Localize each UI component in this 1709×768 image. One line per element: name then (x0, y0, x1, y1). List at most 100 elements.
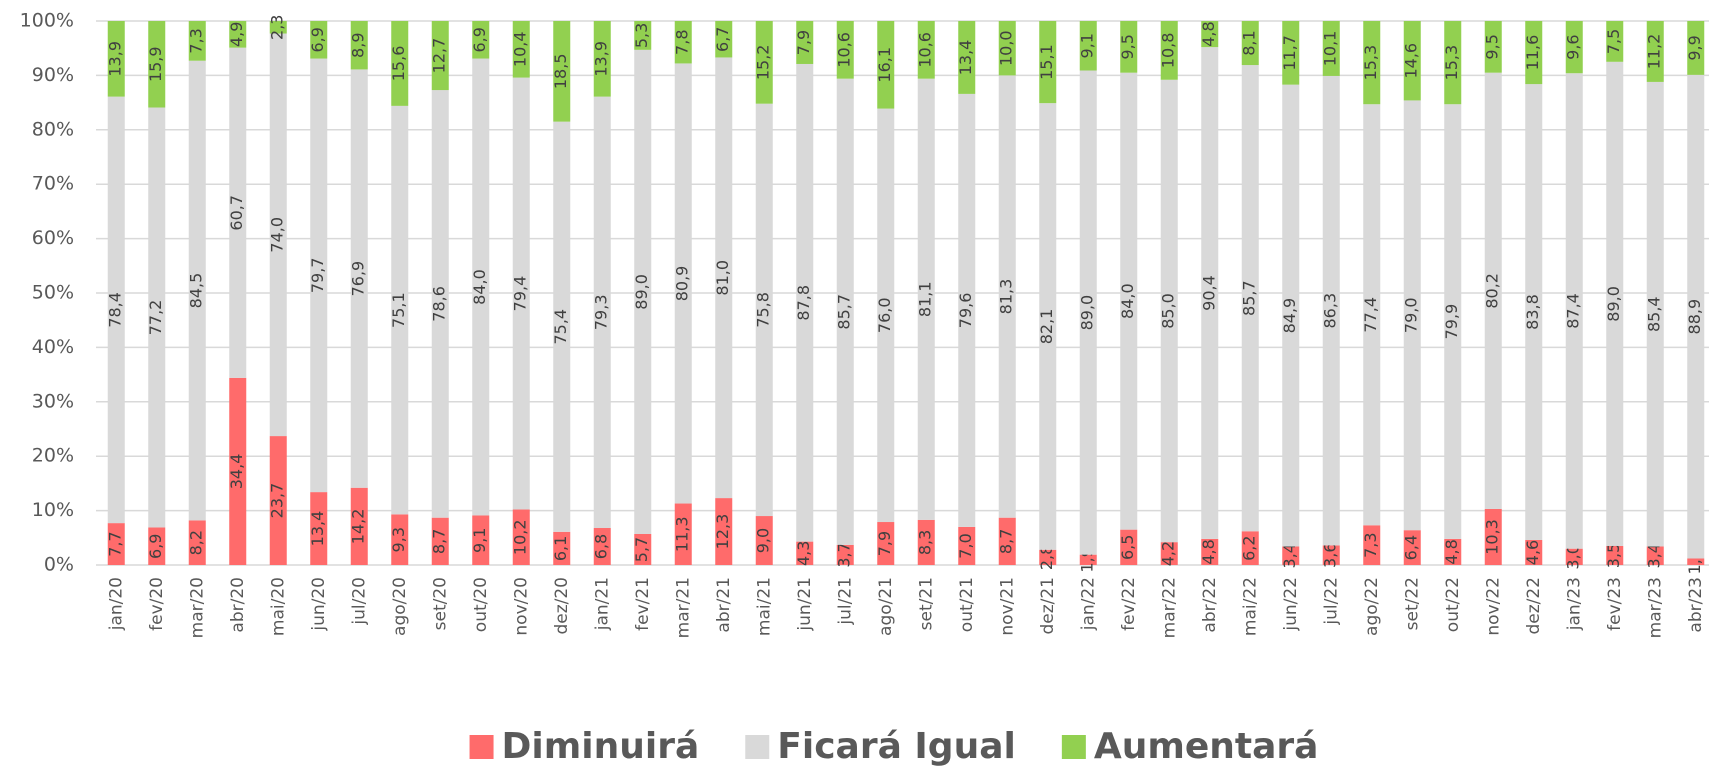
bar-segment (715, 57, 733, 499)
x-tick-label: mar/23 (1645, 577, 1665, 638)
x-tick-label: jun/21 (795, 577, 815, 632)
x-tick-label: dez/21 (1038, 577, 1058, 635)
bar-segment (1079, 21, 1097, 71)
value-label: 13,4 (308, 511, 327, 547)
value-label: 83,8 (1523, 294, 1542, 330)
bar-segment (998, 21, 1016, 76)
bar-segment (1606, 545, 1624, 565)
bar-segment (472, 21, 490, 59)
bar-segment (472, 515, 490, 565)
bar-segment (836, 21, 854, 79)
value-label: 89,0 (1078, 295, 1097, 331)
value-label: 7,9 (875, 531, 894, 556)
value-label: 9,5 (1483, 34, 1502, 59)
x-tick-label: fev/23 (1605, 577, 1625, 631)
legend-label: Ficará Igual (777, 726, 1016, 767)
value-label: 8,7 (997, 529, 1016, 554)
bar-segment (1201, 21, 1219, 48)
value-label: 79,3 (592, 294, 611, 330)
value-label: 16,1 (875, 47, 894, 83)
value-label: 13,9 (106, 41, 125, 77)
bar-segment (1079, 70, 1097, 555)
x-tick-label: jul/22 (1321, 577, 1341, 626)
bar-segment (1606, 21, 1624, 62)
bar-segment (1241, 21, 1259, 66)
bar-segment (593, 21, 611, 97)
x-tick-label: mai/21 (754, 577, 774, 636)
x-tick-label: abr/23 (1686, 577, 1706, 633)
value-label: 7,3 (1361, 532, 1380, 557)
value-label: 10,2 (511, 519, 530, 555)
value-label: 9,5 (1118, 34, 1137, 59)
value-label: 8,3 (916, 530, 935, 555)
x-tick-label: jan/23 (1564, 577, 1584, 631)
value-label: 10,3 (1483, 519, 1502, 555)
value-label: 15,9 (146, 46, 165, 82)
bar-segment (431, 90, 449, 518)
legend-marker (1061, 735, 1086, 759)
bar-segment (107, 96, 125, 524)
value-label: 4,6 (1523, 540, 1542, 565)
x-tick-label: dez/22 (1524, 577, 1544, 635)
x-tick-label: mar/20 (187, 577, 207, 638)
bar-segment (1039, 549, 1057, 565)
value-label: 75,4 (551, 309, 570, 345)
bar-segment (674, 21, 692, 64)
value-label: 9,1 (470, 528, 489, 553)
value-label: 4,8 (1442, 539, 1461, 564)
value-label: 13,9 (592, 41, 611, 77)
bar-segment (350, 487, 368, 565)
bar-segment (310, 58, 328, 493)
bar-segment (1403, 100, 1421, 531)
value-label: 4,9 (227, 22, 246, 47)
value-label: 80,9 (673, 266, 692, 302)
value-label: 85,0 (1159, 293, 1178, 329)
bar-segment (1484, 72, 1502, 509)
value-label: 2,3 (268, 15, 287, 40)
value-label: 10,6 (835, 32, 854, 68)
bar-segment (1322, 75, 1340, 546)
value-label: 78,6 (430, 286, 449, 322)
value-label: 15,3 (1442, 45, 1461, 81)
bar-segment (1606, 61, 1624, 546)
x-tick-label: jun/22 (1281, 577, 1301, 632)
value-label: 85,4 (1645, 296, 1664, 332)
bar-segment (1160, 542, 1178, 565)
x-tick-label: nov/20 (511, 577, 531, 636)
bar-segment (1525, 21, 1543, 85)
value-label: 15,1 (1037, 44, 1056, 80)
bar-segment (1525, 539, 1543, 565)
bar-segment (310, 492, 328, 565)
x-tick-label: abr/21 (714, 577, 734, 633)
value-label: 18,5 (551, 54, 570, 90)
value-label: 10,6 (916, 32, 935, 68)
bar-segment (1687, 21, 1705, 75)
bar-segment (1363, 525, 1381, 565)
bar-segment (593, 528, 611, 565)
value-label: 9,6 (1564, 34, 1583, 59)
legend-label: Aumentará (1094, 726, 1319, 767)
y-tick-label: 70% (32, 173, 74, 195)
x-tick-label: jan/21 (592, 577, 612, 631)
value-label: 11,2 (1645, 34, 1664, 70)
bar-segment (512, 77, 530, 510)
bar-segment (917, 78, 935, 520)
legend-label: Diminuirá (502, 726, 700, 767)
value-label: 8,1 (1240, 30, 1259, 55)
bar-segment (1120, 72, 1138, 530)
bar-segment (593, 96, 611, 529)
value-label: 6,9 (470, 27, 489, 52)
value-label: 15,3 (1361, 45, 1380, 81)
bar-segment (674, 503, 692, 565)
bar-segment (1282, 21, 1300, 85)
value-label: 5,3 (632, 23, 651, 48)
bar-segment (1322, 21, 1340, 76)
bar-segment (917, 519, 935, 565)
bar-segment (229, 377, 247, 565)
x-tick-label: out/20 (471, 577, 491, 632)
bar-segment (958, 526, 976, 565)
value-label: 9,9 (1685, 35, 1704, 60)
value-label: 15,2 (754, 45, 773, 81)
value-label: 23,7 (268, 483, 287, 519)
bar-segment (715, 21, 733, 58)
